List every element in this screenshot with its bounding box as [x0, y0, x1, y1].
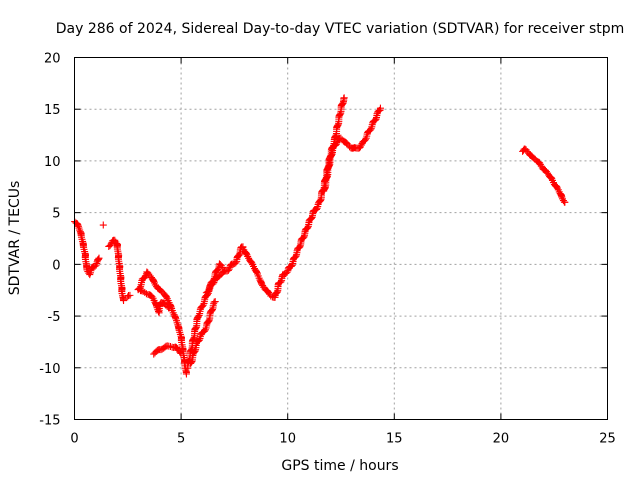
- data-point: [86, 271, 94, 279]
- data-point: [332, 140, 340, 148]
- data-point: [142, 290, 150, 298]
- data-point: [195, 336, 203, 344]
- y-tick-label: -10: [39, 362, 60, 377]
- data-point: [553, 184, 561, 192]
- data-point: [210, 276, 218, 284]
- data-point: [283, 268, 291, 276]
- data-point: [366, 126, 374, 134]
- x-tick-label: 15: [386, 432, 403, 447]
- y-tick-label: -5: [48, 310, 61, 325]
- data-point: [277, 278, 285, 286]
- data-point: [296, 243, 304, 251]
- plot-frame: [74, 57, 608, 420]
- x-tick-label: 20: [493, 432, 510, 447]
- data-point: [165, 304, 173, 312]
- data-point: [224, 266, 232, 274]
- data-point: [338, 101, 346, 109]
- data-point: [163, 293, 171, 301]
- data-point: [226, 262, 234, 270]
- data-point: [155, 307, 163, 315]
- y-tick-label: 0: [52, 258, 60, 273]
- data-point: [95, 254, 103, 262]
- data-point: [191, 347, 199, 355]
- data-point: [191, 325, 199, 333]
- data-points: [71, 94, 569, 378]
- data-point: [248, 259, 256, 267]
- data-point: [559, 197, 567, 205]
- data-point: [548, 175, 556, 183]
- data-point: [126, 291, 134, 299]
- data-point: [312, 205, 320, 213]
- data-point: [219, 263, 227, 271]
- data-point: [225, 265, 233, 273]
- x-tick-label: 25: [599, 432, 616, 447]
- data-point: [199, 301, 207, 309]
- y-tick-label: 5: [52, 207, 60, 222]
- data-point: [176, 348, 184, 356]
- data-point: [176, 330, 184, 338]
- axis-ticks: 0 5 10 15 20 25 -15 -10 -5 0 5 10 15 20: [39, 52, 616, 447]
- data-point: [217, 262, 225, 270]
- data-point: [166, 342, 174, 350]
- x-axis-title: GPS time / hours: [281, 458, 398, 474]
- data-point: [182, 370, 190, 378]
- x-tick-label: 0: [70, 432, 78, 447]
- data-point: [177, 349, 185, 357]
- y-axis-title: SDTVAR / TECUs: [7, 181, 23, 296]
- data-point: [357, 141, 365, 149]
- data-point: [243, 251, 251, 259]
- data-point: [304, 224, 312, 232]
- data-point: [376, 104, 384, 112]
- data-point: [536, 159, 544, 167]
- data-point: [138, 287, 146, 295]
- data-point: [99, 221, 107, 229]
- x-tick-label: 5: [177, 432, 185, 447]
- data-point: [356, 143, 364, 151]
- chart-title: Day 286 of 2024, Sidereal Day-to-day VTE…: [56, 21, 625, 37]
- y-tick-label: 20: [44, 52, 61, 67]
- data-point: [205, 317, 213, 325]
- data-point: [74, 221, 82, 229]
- data-point: [253, 268, 261, 276]
- data-point: [361, 136, 369, 144]
- data-point: [561, 198, 569, 206]
- data-point: [194, 313, 202, 321]
- y-tick-label: 15: [44, 103, 61, 118]
- data-point: [92, 261, 100, 269]
- data-point: [141, 273, 149, 281]
- data-point: [204, 287, 212, 295]
- x-tick-label: 10: [279, 432, 296, 447]
- data-point: [235, 251, 243, 259]
- data-point: [340, 94, 348, 102]
- data-point: [558, 193, 566, 201]
- data-point: [214, 266, 222, 274]
- data-point: [120, 297, 128, 305]
- data-point: [327, 152, 335, 160]
- data-point: [150, 277, 158, 285]
- y-tick-label: -15: [39, 414, 60, 429]
- data-point: [211, 298, 219, 306]
- data-point: [88, 264, 96, 272]
- data-point: [333, 139, 341, 147]
- data-point: [148, 293, 156, 301]
- data-point: [292, 252, 300, 260]
- data-point: [232, 259, 240, 267]
- y-tick-label: 10: [44, 155, 61, 170]
- data-point: [107, 240, 115, 248]
- data-point: [201, 327, 209, 335]
